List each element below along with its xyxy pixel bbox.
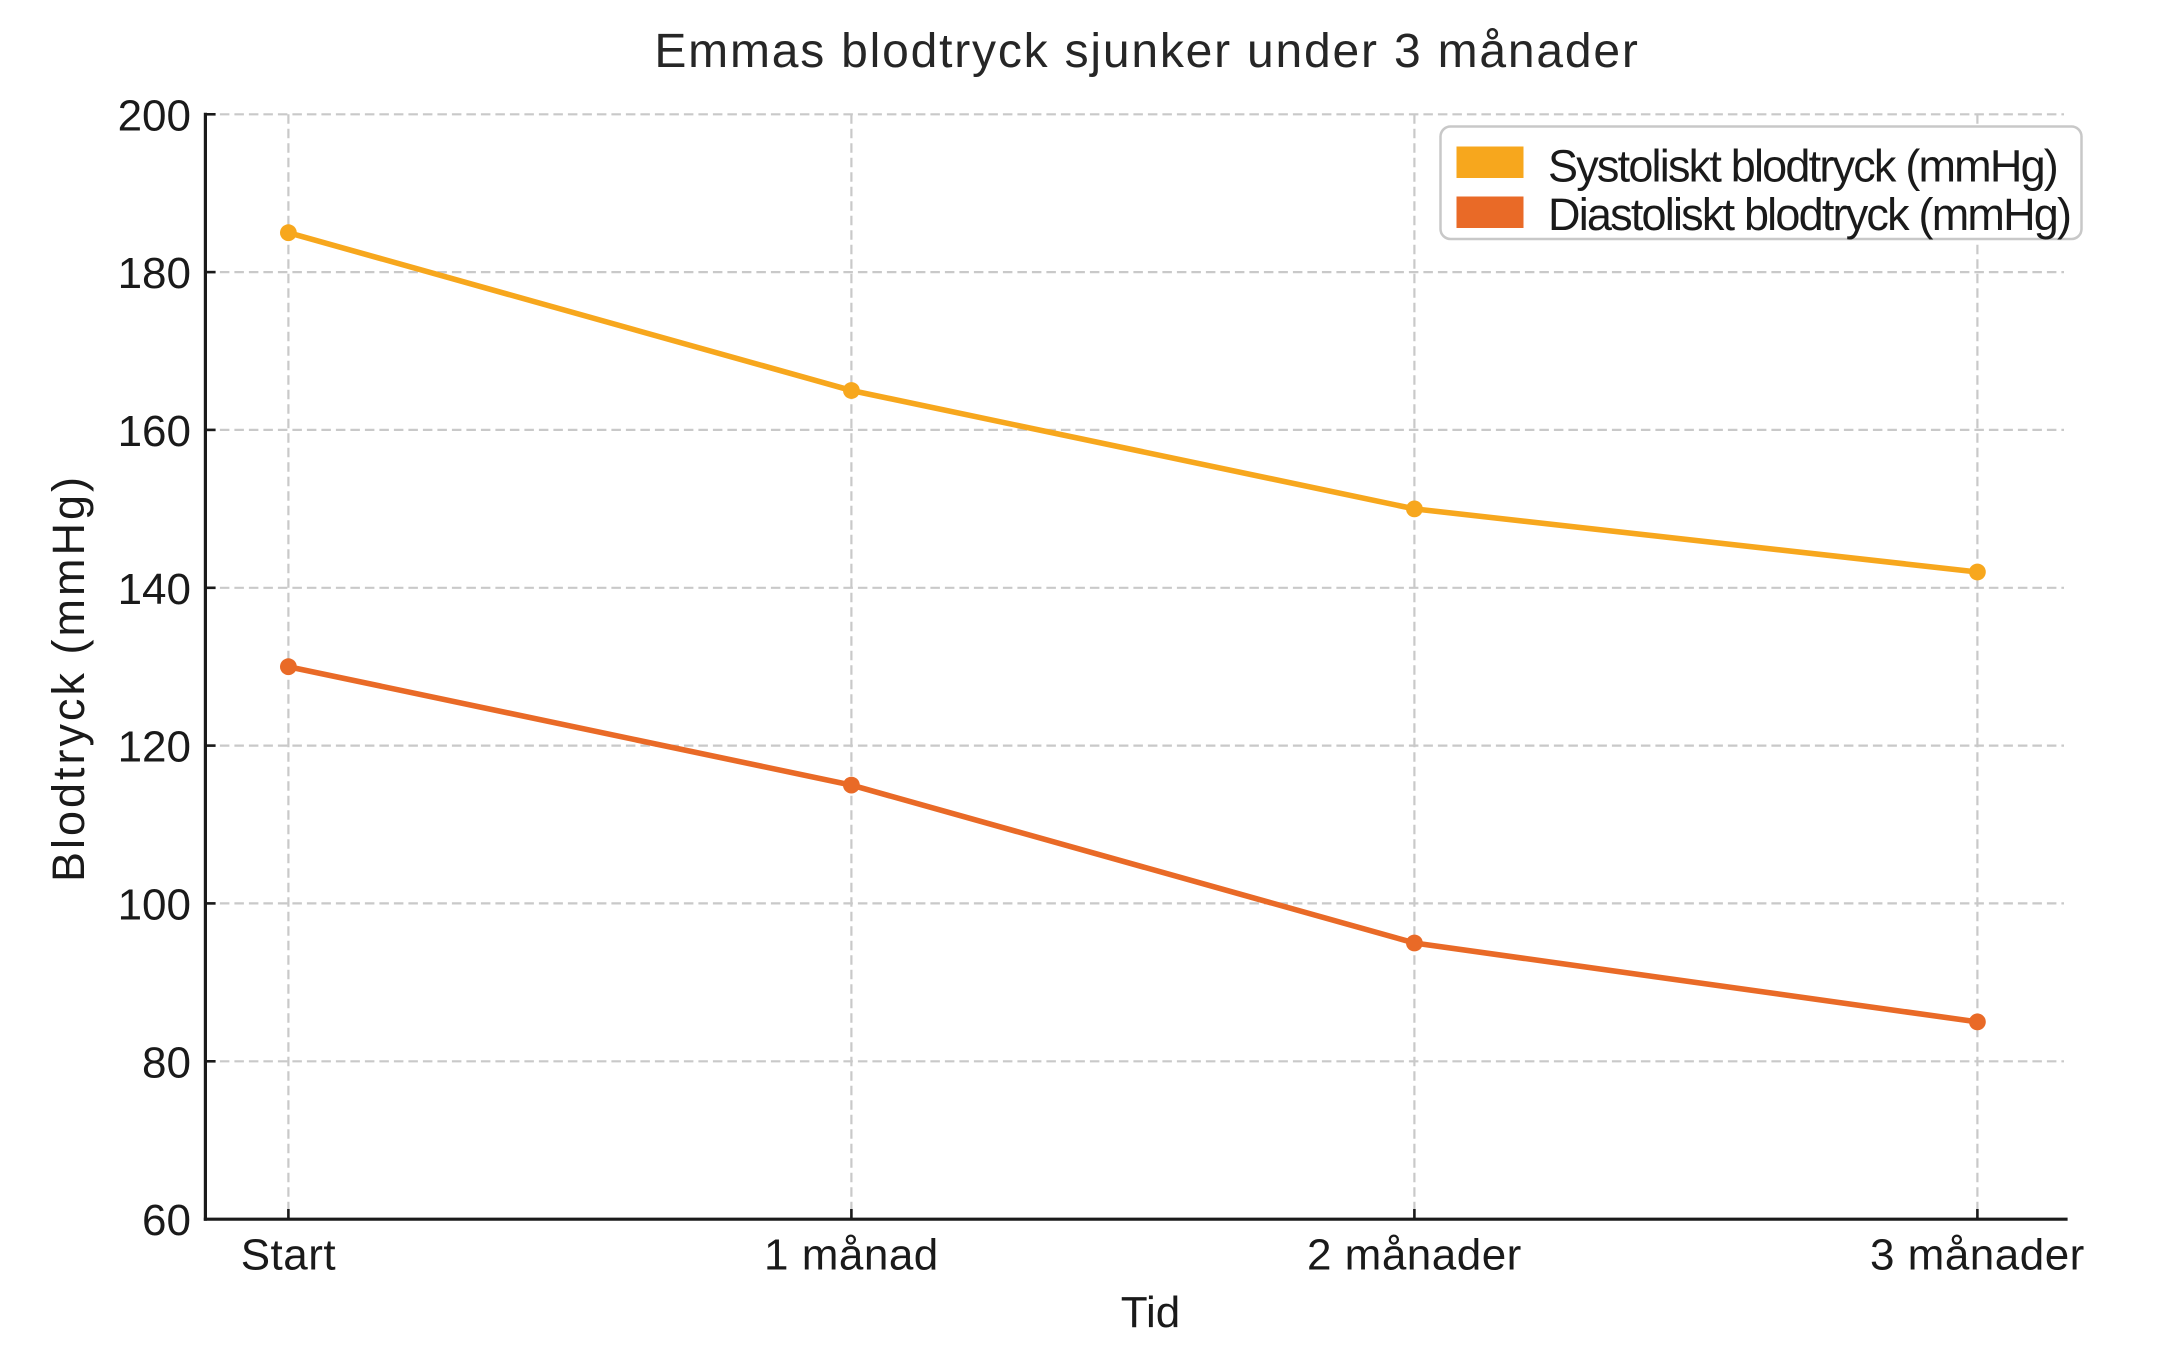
- svg-text:Tid: Tid: [1121, 1288, 1181, 1337]
- svg-text:3 månader: 3 månader: [1870, 1231, 2085, 1280]
- svg-text:Blodtryck (mmHg): Blodtryck (mmHg): [43, 474, 94, 882]
- svg-text:120: 120: [118, 723, 191, 772]
- svg-text:Start: Start: [241, 1231, 336, 1280]
- svg-text:200: 200: [118, 91, 191, 140]
- svg-text:Emmas blodtryck sjunker under: Emmas blodtryck sjunker under 3 månader: [654, 25, 1639, 78]
- svg-text:160: 160: [118, 407, 191, 456]
- svg-text:2 månader: 2 månader: [1307, 1231, 1522, 1280]
- svg-text:180: 180: [118, 249, 191, 298]
- svg-text:80: 80: [142, 1038, 191, 1087]
- svg-text:140: 140: [118, 565, 191, 614]
- svg-text:1 månad: 1 månad: [764, 1231, 939, 1280]
- svg-text:Diastoliskt blodtryck (mmHg): Diastoliskt blodtryck (mmHg): [1548, 189, 2070, 240]
- svg-text:Systoliskt blodtryck (mmHg): Systoliskt blodtryck (mmHg): [1548, 141, 2057, 192]
- svg-text:60: 60: [142, 1196, 191, 1245]
- svg-text:100: 100: [118, 880, 191, 929]
